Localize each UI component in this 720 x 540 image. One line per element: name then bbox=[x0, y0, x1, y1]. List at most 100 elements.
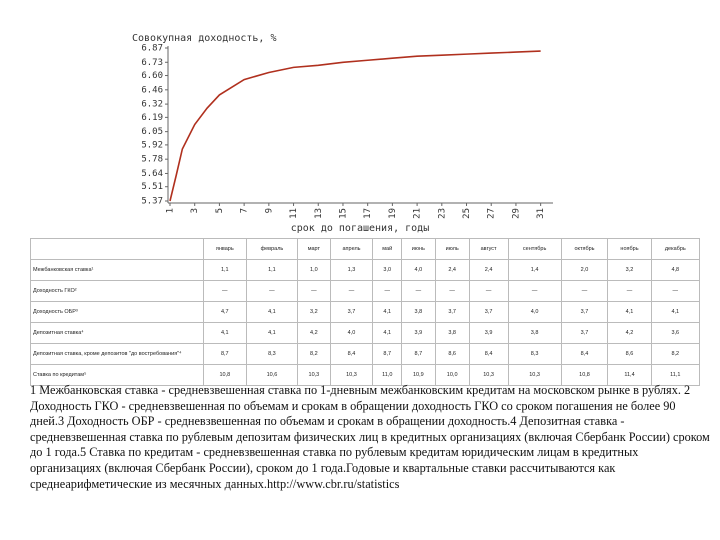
table-cell: 3,2 bbox=[297, 301, 331, 323]
table-cell: 3,7 bbox=[329, 301, 374, 323]
chart: Совокупная доходность, % срок до погашен… bbox=[132, 33, 553, 234]
table-row: Доходность ГКО² — — — — — — — — — — — — bbox=[30, 280, 701, 302]
y-tick-label: 6.73 bbox=[141, 58, 163, 68]
chart-title: Совокупная доходность, % bbox=[132, 33, 277, 44]
table-cell: 3,0 bbox=[372, 259, 402, 281]
table-cell: 1,1 bbox=[245, 259, 299, 281]
x-tick-label: 11 bbox=[289, 208, 299, 219]
table-cell: 4,7 bbox=[203, 301, 247, 323]
table-cell: 4,2 bbox=[607, 322, 652, 344]
table-cell: 8,6 bbox=[607, 343, 652, 365]
table-cell: 3,7 bbox=[434, 301, 470, 323]
table-cell: 3,7 bbox=[468, 301, 509, 323]
y-tick-label: 6.05 bbox=[141, 127, 163, 137]
x-tick-label: 1 bbox=[166, 208, 176, 213]
x-tick-label: 3 bbox=[190, 208, 200, 213]
table-cell: 11,0 bbox=[372, 364, 402, 386]
x-tick-label: 29 bbox=[511, 208, 521, 219]
x-tick-label: 19 bbox=[388, 208, 398, 219]
column-header: июнь bbox=[400, 238, 436, 260]
table-cell: 3,7 bbox=[560, 322, 609, 344]
y-tick-label: 6.46 bbox=[141, 85, 163, 95]
y-tick-label: 6.19 bbox=[141, 113, 163, 123]
y-tick-label: 5.64 bbox=[141, 169, 163, 179]
column-header: май bbox=[372, 238, 402, 260]
table-cell: 11,1 bbox=[650, 364, 701, 386]
x-tick-label: 15 bbox=[338, 208, 348, 219]
table-cell: 4,1 bbox=[203, 322, 247, 344]
table-cell: 8,3 bbox=[507, 343, 562, 365]
table-cell: 10,3 bbox=[507, 364, 562, 386]
column-header: январь bbox=[203, 238, 247, 260]
x-axis-label: срок до погашения, годы bbox=[291, 223, 429, 234]
table-cell: 8,7 bbox=[372, 343, 402, 365]
y-tick-label: 6.60 bbox=[141, 71, 163, 81]
table-cell: 3,7 bbox=[560, 301, 609, 323]
x-tick-label: 27 bbox=[487, 208, 497, 219]
table-cell: 2,0 bbox=[560, 259, 609, 281]
column-header: август bbox=[468, 238, 509, 260]
table-cell: 4,1 bbox=[245, 322, 299, 344]
table-row: Депозитная ставка⁴ 4,1 4,1 4,2 4,0 4,1 3,9 3,8 3… bbox=[30, 322, 701, 344]
table-cell: 1,0 bbox=[297, 259, 331, 281]
table-row: Ставка по кредитам⁵ 10,8 10,6 10,3 10,3 11,0 1… bbox=[30, 364, 701, 386]
table-cell: 8,7 bbox=[203, 343, 247, 365]
column-header: октябрь bbox=[560, 238, 609, 260]
table-cell: — bbox=[400, 280, 436, 302]
y-tick-label: 6.32 bbox=[141, 100, 163, 110]
row-label: Ставка по кредитам⁵ bbox=[30, 364, 204, 386]
column-header: апрель bbox=[329, 238, 374, 260]
y-tick-label: 5.37 bbox=[141, 197, 163, 207]
y-tick-label: 6.87 bbox=[141, 44, 163, 54]
corner-cell bbox=[30, 238, 204, 260]
table-cell: 4,0 bbox=[329, 322, 374, 344]
table-cell: — bbox=[560, 280, 609, 302]
x-tick-label: 31 bbox=[536, 208, 546, 219]
table-cell: — bbox=[434, 280, 470, 302]
table-cell: 1,4 bbox=[507, 259, 562, 281]
x-tick-label: 9 bbox=[264, 208, 274, 213]
table-cell: 10,3 bbox=[468, 364, 509, 386]
table-cell: 3,8 bbox=[400, 301, 436, 323]
table-cell: 10,6 bbox=[245, 364, 299, 386]
table-cell: 4,1 bbox=[372, 301, 402, 323]
x-tick-label: 5 bbox=[215, 208, 225, 213]
table-cell: — bbox=[650, 280, 701, 302]
footnote: 1 Межбанковская ставка - средневзвешенна… bbox=[30, 383, 710, 491]
x-tick-label: 13 bbox=[314, 208, 324, 219]
x-tick-label: 25 bbox=[462, 208, 472, 219]
row-label: Доходность ГКО² bbox=[30, 280, 204, 302]
table-row: Доходность ОБР³ 4,7 4,1 3,2 3,7 4,1 3,8 3,7 3,7 4… bbox=[30, 301, 701, 323]
table-cell: 1,3 bbox=[329, 259, 374, 281]
table-cell: — bbox=[607, 280, 652, 302]
column-header: март bbox=[297, 238, 331, 260]
table-cell: 8,7 bbox=[400, 343, 436, 365]
table-row: Депозитная ставка, кроме депозитов "до в… bbox=[30, 343, 701, 365]
column-header: ноябрь bbox=[607, 238, 652, 260]
table-cell: 4,0 bbox=[507, 301, 562, 323]
table-cell: 4,1 bbox=[650, 301, 701, 323]
table-cell: — bbox=[329, 280, 374, 302]
x-tick-label: 7 bbox=[240, 208, 250, 213]
table-cell: 3,8 bbox=[434, 322, 470, 344]
table-cell: 10,3 bbox=[329, 364, 374, 386]
x-tick-label: 23 bbox=[437, 208, 447, 219]
column-header: декабрь bbox=[650, 238, 701, 260]
column-header: февраль bbox=[245, 238, 299, 260]
table-cell: 3,2 bbox=[607, 259, 652, 281]
table-cell: — bbox=[203, 280, 247, 302]
row-label: Доходность ОБР³ bbox=[30, 301, 204, 323]
table-cell: 3,8 bbox=[507, 322, 562, 344]
table-cell: 4,1 bbox=[607, 301, 652, 323]
y-tick-label: 5.51 bbox=[141, 182, 163, 192]
table-cell: 3,9 bbox=[400, 322, 436, 344]
series-line bbox=[169, 50, 541, 202]
table-cell: 4,8 bbox=[650, 259, 701, 281]
table-cell: — bbox=[245, 280, 299, 302]
table-cell: — bbox=[507, 280, 562, 302]
y-tick-label: 5.92 bbox=[141, 140, 163, 150]
column-header: сентябрь bbox=[507, 238, 562, 260]
table-cell: — bbox=[297, 280, 331, 302]
x-tick-label: 17 bbox=[363, 208, 373, 219]
